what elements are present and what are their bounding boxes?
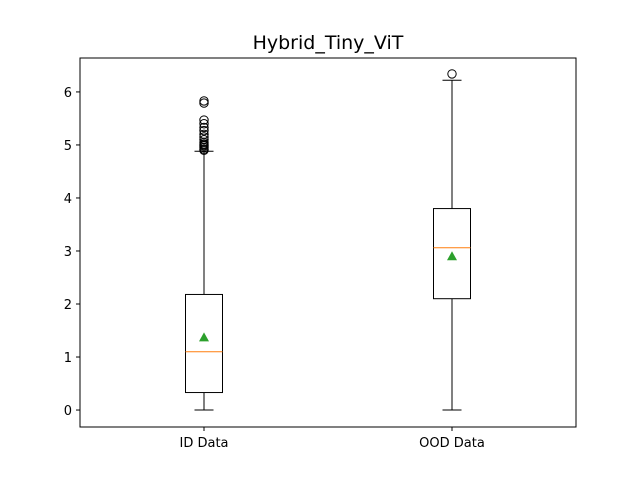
x-tick-label: OOD Data	[419, 436, 485, 451]
iqr-box	[433, 208, 471, 300]
iqr-box	[185, 293, 223, 394]
y-tick-label: 1	[64, 351, 72, 366]
plot-area	[79, 57, 577, 428]
outlier-point	[199, 134, 209, 145]
chart-title: Hybrid_Tiny_ViT	[253, 32, 404, 54]
outlier-point	[199, 96, 209, 106]
outlier-point	[199, 98, 209, 108]
box-0	[185, 96, 223, 411]
outlier-point	[199, 119, 209, 129]
y-tick-label: 4	[64, 192, 72, 207]
x-axis: ID Data OOD Data	[179, 427, 485, 451]
y-tick-label: 3	[64, 245, 72, 260]
y-tick-label: 0	[64, 404, 72, 419]
outlier-point	[447, 69, 457, 79]
outlier-point	[199, 129, 209, 140]
y-tick-label: 5	[64, 139, 72, 154]
outlier-point	[199, 122, 209, 133]
mean-marker	[199, 332, 209, 342]
x-tick-label: ID Data	[179, 436, 228, 451]
y-tick-label: 6	[64, 86, 72, 101]
y-axis: 0 1 2 3 4 5 6	[64, 86, 80, 419]
outlier-point	[199, 125, 209, 136]
y-tick-label: 2	[64, 298, 72, 313]
mean-marker	[447, 251, 457, 261]
box-series	[185, 69, 471, 411]
outlier-point	[199, 132, 209, 142]
outlier-point	[199, 115, 209, 125]
box-1	[433, 69, 471, 411]
